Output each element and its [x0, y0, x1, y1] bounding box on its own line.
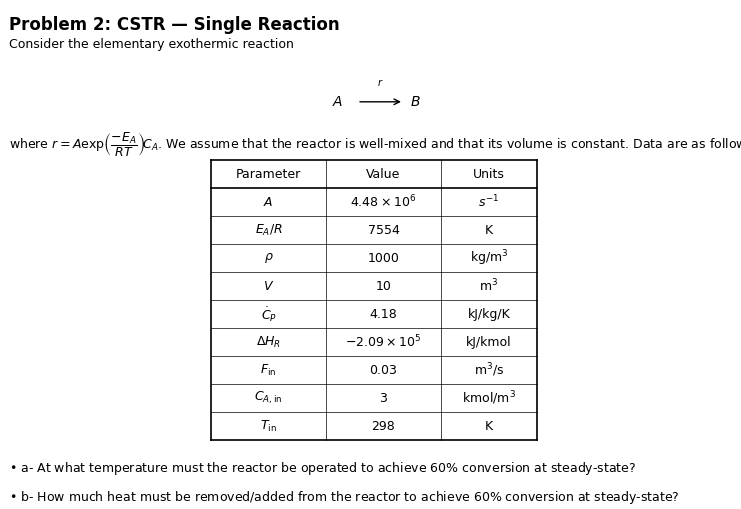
Text: $s^{-1}$: $s^{-1}$ — [479, 194, 499, 211]
Text: $B$: $B$ — [410, 95, 420, 109]
Text: where $r = A\exp\!\left(\dfrac{-E_A}{RT}\right)\!C_A$. We assume that the reacto: where $r = A\exp\!\left(\dfrac{-E_A}{RT}… — [9, 131, 741, 159]
Text: 10: 10 — [376, 280, 391, 293]
Text: $4.48 \times 10^6$: $4.48 \times 10^6$ — [350, 194, 416, 211]
Text: kJ/kg/K: kJ/kg/K — [468, 308, 511, 321]
Text: kg/m$^3$: kg/m$^3$ — [470, 248, 508, 268]
Text: m$^3$/s: m$^3$/s — [474, 361, 504, 379]
Text: Value: Value — [366, 168, 401, 181]
Text: $\rho$: $\rho$ — [264, 251, 273, 265]
Text: • b- How much heat must be removed/added from the reactor to achieve $60\%$ conv: • b- How much heat must be removed/added… — [9, 489, 679, 506]
Text: K: K — [485, 224, 493, 237]
Text: 298: 298 — [371, 420, 396, 433]
Text: kJ/kmol: kJ/kmol — [466, 336, 512, 349]
Text: Parameter: Parameter — [236, 168, 302, 181]
Text: $A$: $A$ — [331, 95, 343, 109]
Text: 7554: 7554 — [368, 224, 399, 237]
Text: Problem 2: CSTR — Single Reaction: Problem 2: CSTR — Single Reaction — [9, 16, 339, 34]
Text: kmol/m$^3$: kmol/m$^3$ — [462, 389, 516, 407]
Text: $T_{\mathrm{in}}$: $T_{\mathrm{in}}$ — [260, 419, 277, 434]
Text: $V$: $V$ — [263, 280, 274, 293]
Text: $r$: $r$ — [377, 76, 383, 88]
Text: $C_{A,\mathrm{in}}$: $C_{A,\mathrm{in}}$ — [254, 390, 283, 407]
Text: Consider the elementary exothermic reaction: Consider the elementary exothermic react… — [9, 38, 293, 51]
Text: $E_A/R$: $E_A/R$ — [255, 223, 282, 238]
Text: K: K — [485, 420, 493, 433]
Text: • a- At what temperature must the reactor be operated to achieve $60\%$ conversi: • a- At what temperature must the reacto… — [9, 460, 637, 476]
Text: m$^3$: m$^3$ — [479, 278, 499, 295]
Text: 0.03: 0.03 — [370, 364, 397, 377]
Text: $\dot{C}_P$: $\dot{C}_P$ — [261, 305, 276, 324]
Text: $F_{\mathrm{in}}$: $F_{\mathrm{in}}$ — [260, 363, 277, 378]
Text: 1000: 1000 — [368, 252, 399, 265]
Text: $A$: $A$ — [264, 196, 273, 209]
Text: $-2.09 \times 10^5$: $-2.09 \times 10^5$ — [345, 334, 422, 351]
Text: 4.18: 4.18 — [370, 308, 397, 321]
Text: 3: 3 — [379, 392, 388, 405]
Text: $\Delta H_R$: $\Delta H_R$ — [256, 335, 282, 350]
Text: Units: Units — [473, 168, 505, 181]
